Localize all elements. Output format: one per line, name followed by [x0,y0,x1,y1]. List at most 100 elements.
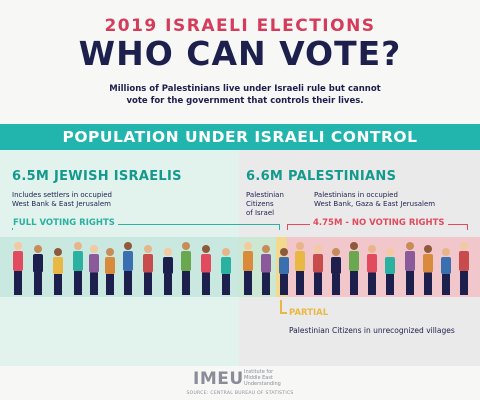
imeu-logo-subtitle-line-3: Understanding [244,381,281,387]
person-figure [53,248,63,295]
person-legs [182,271,190,295]
person-body [295,251,305,271]
imeu-logo: IMEU [193,369,244,389]
people-svg [13,242,469,295]
partial-label: PARTIAL [289,308,329,318]
person-head [442,248,450,256]
person-body [313,254,323,273]
citizens-note-line-3: of Israel [246,209,275,217]
person-legs [296,271,304,295]
person-head [262,245,270,253]
person-figure [385,248,395,295]
person-head [244,242,252,250]
person-body [33,254,43,273]
citizens-note-line-1: Palestinian [246,191,284,199]
no-voting-label: 4.75M - NO VOTING RIGHTS [310,218,448,228]
person-figure [143,245,153,295]
person-figure [459,242,469,295]
person-legs [386,274,394,295]
person-figure [243,242,253,295]
person-head [332,248,340,256]
lede-line-2: vote for the government that controls th… [126,96,364,106]
person-legs [424,272,432,295]
person-legs [144,272,152,295]
person-legs [222,274,230,295]
person-legs [54,274,62,295]
person-legs [314,272,322,295]
jewish-israelis-title: 6.5M JEWISH ISRAELIS [12,169,182,184]
panel-title: POPULATION UNDER ISRAELI CONTROL [0,124,480,150]
person-head [424,245,432,253]
person-figure [367,245,377,295]
person-legs [124,271,132,295]
partial-tick [280,312,287,314]
person-body [441,257,451,274]
jewish-israelis-note-line-2: West Bank & East Jerusalem [12,200,111,208]
imeu-logo-subtitle-line-2: Middle East [244,375,273,381]
person-figure [105,248,115,295]
person-legs [406,271,414,295]
person-body [349,251,359,271]
jewish-israelis-note-line-1: Includes settlers in occupied [12,191,112,199]
person-legs [14,271,22,295]
full-voting-label: FULL VOTING RIGHTS [10,218,118,228]
citizens-note-line-2: Citizens [246,200,274,208]
person-legs [262,272,270,295]
person-figure [201,245,211,295]
person-body [13,251,23,271]
jewish-israelis-note: Includes settlers in occupied West Bank … [12,191,112,209]
person-head [280,248,288,256]
person-body [423,254,433,273]
occupied-note-line-1: Palestinians in occupied [314,191,398,199]
person-head [14,242,22,250]
person-head [202,245,210,253]
person-legs [34,272,42,295]
person-legs [368,272,376,295]
person-figure [261,245,271,295]
occupied-note: Palestinians in occupied West Bank, Gaza… [314,191,435,209]
person-body [459,251,469,271]
citizens-note: Palestinian Citizens of Israel [246,191,284,218]
person-figure [331,248,341,295]
person-figure [181,242,191,295]
person-figure [295,242,305,295]
person-body [367,254,377,273]
partial-connector [280,300,282,313]
person-figure [405,242,415,295]
person-body [105,257,115,274]
person-figure [89,245,99,295]
person-figure [123,242,133,295]
person-body [279,257,289,274]
person-head [54,248,62,256]
person-figure [33,245,43,295]
person-head [182,242,190,250]
lede: Millions of Palestinians live under Isra… [100,83,390,107]
person-figure [313,245,323,295]
person-body [163,257,173,274]
person-head [106,248,114,256]
person-body [221,257,231,274]
person-head [164,248,172,256]
partial-note: Palestinian Citizens in unrecognized vil… [289,326,455,335]
person-body [331,257,341,274]
person-figure [349,242,359,295]
footer: IMEU Institute for Middle East Understan… [0,366,480,400]
person-body [89,254,99,273]
person-figure [441,248,451,295]
imeu-logo-subtitle-line-1: Institute for [244,369,274,375]
person-body [261,254,271,273]
person-figure [163,248,173,295]
person-legs [460,271,468,295]
imeu-logo-subtitle: Institute for Middle East Understanding [244,369,284,387]
person-figure [13,242,23,295]
person-head [34,245,42,253]
person-body [123,251,133,271]
person-legs [106,274,114,295]
person-head [350,242,358,250]
person-legs [90,272,98,295]
person-body [73,251,83,271]
palestinians-title: 6.6M PALESTINIANS [246,169,397,184]
person-head [144,245,152,253]
kicker-title: 2019 ISRAELI ELECTIONS [104,16,376,36]
